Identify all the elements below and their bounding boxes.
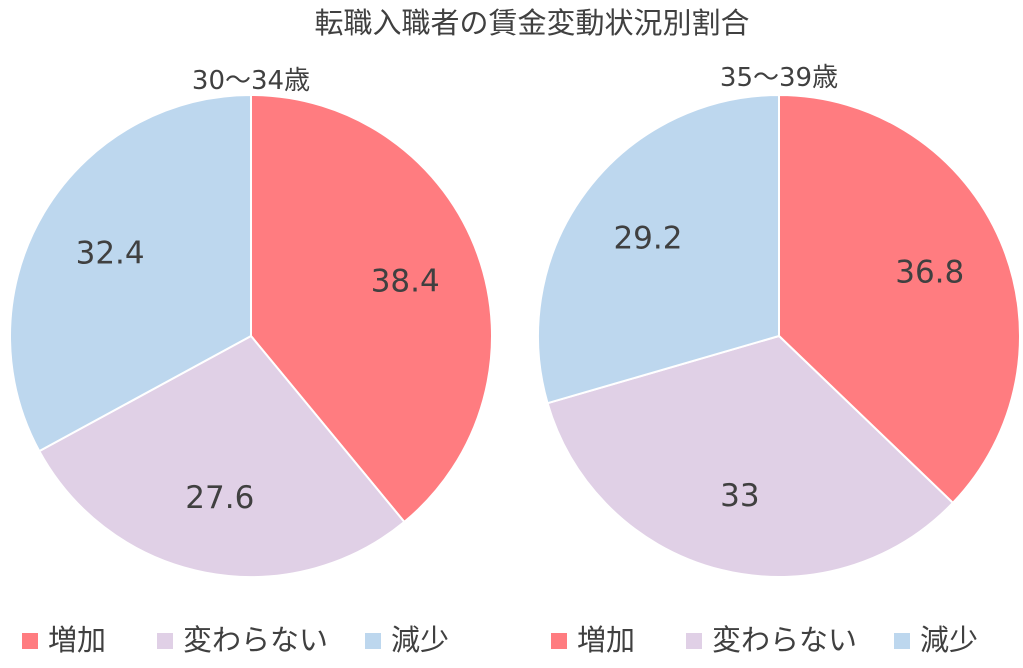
pie-labels-30-34: 38.4 27.6 32.4 — [76, 235, 440, 516]
data-label-increase: 36.8 — [895, 255, 964, 291]
pie-slices-35-39 — [537, 93, 1021, 578]
legend-label-decrease: 減少 — [391, 623, 449, 657]
legend-swatch-decrease — [365, 633, 381, 649]
pie-subtitle-30-34: 30～34歳 — [192, 66, 310, 96]
chart-title: 転職入職者の賃金変動状況別割合 — [314, 6, 749, 40]
pie-slice-unchanged — [546, 334, 955, 578]
pie-subtitle-35-39: 35～39歳 — [720, 63, 838, 93]
legend-label-decrease: 減少 — [920, 623, 978, 657]
data-label-unchanged: 27.6 — [185, 480, 254, 516]
pie-chart-35-39: 35～39歳 36.8 33 29.2 増加 変わらない 減少 — [537, 63, 1021, 657]
legend-swatch-decrease — [894, 633, 910, 649]
legend-30-34: 増加 変わらない 減少 — [22, 623, 449, 657]
pie-chart-30-34: 30～34歳 38.4 27.6 32.4 増加 変わらない 減少 — [9, 66, 493, 657]
legend-swatch-increase — [22, 633, 38, 649]
legend-label-unchanged: 変わらない — [712, 623, 857, 657]
pie-slices-30-34 — [9, 93, 493, 578]
pie-slice-unchanged — [37, 334, 406, 578]
data-label-unchanged: 33 — [720, 478, 759, 514]
legend-swatch-increase — [551, 633, 567, 649]
legend-swatch-unchanged — [686, 633, 702, 649]
legend-swatch-unchanged — [157, 633, 173, 649]
data-label-decrease: 29.2 — [613, 221, 682, 257]
legend-label-unchanged: 変わらない — [183, 623, 328, 657]
pie-slice-increase — [778, 93, 1021, 505]
data-label-increase: 38.4 — [371, 264, 440, 300]
pie-slice-increase — [250, 93, 493, 524]
legend-label-increase: 増加 — [577, 623, 635, 657]
pie-labels-35-39: 36.8 33 29.2 — [613, 221, 964, 515]
legend-35-39: 増加 変わらない 減少 — [551, 623, 978, 657]
pie-slice-decrease — [9, 93, 252, 453]
data-label-decrease: 32.4 — [76, 235, 145, 271]
legend-label-increase: 増加 — [48, 623, 106, 657]
pie-slice-decrease — [537, 93, 780, 405]
